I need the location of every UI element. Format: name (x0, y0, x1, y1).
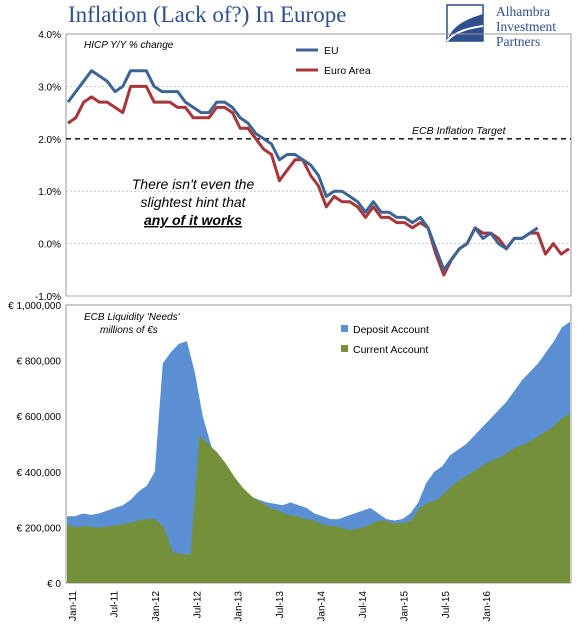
ecb-target-label: ECB Inflation Target (412, 125, 507, 137)
inflation-y-tick-label: 4.0% (38, 30, 61, 41)
legend-deposit-swatch (341, 325, 348, 332)
legend-deposit-label: Deposit Account (353, 324, 429, 336)
legend-eu-label: EU (324, 45, 339, 57)
logo-text: Alhambra Investment Partners (496, 4, 556, 49)
annotation-line-2: slightest hint that (140, 194, 246, 210)
inflation-y-tick-label: 0.0% (38, 240, 61, 251)
alhambra-logo: Alhambra Investment Partners (446, 4, 574, 49)
inflation-chart: -1.0% 0.0% 1.0% 2.0% 3.0% 4.0% HICP Y/Y % cha… (35, 30, 572, 303)
liquidity-x-tick-label: Jul-12 (192, 591, 203, 619)
liquidity-y-tick-label: € 800,000 (17, 357, 62, 368)
legend-current-label: Current Account (353, 344, 428, 356)
logo-line-1: Alhambra (496, 4, 550, 19)
liquidity-x-tick-label: Jan-13 (234, 591, 245, 622)
inflation-y-tick-label: 2.0% (38, 135, 61, 146)
legend-euro-area-label: Euro Area (324, 65, 371, 77)
liquidity-x-tick-labels: Jan-11 Jul-11 Jan-12 Jul-12 Jan-13 Jul-13 Jan-… (68, 591, 493, 622)
eu-series-line (66, 69, 539, 272)
inflation-y-tick-label: -1.0% (35, 292, 61, 303)
current-account-area (67, 413, 570, 583)
logo-line-3: Partners (496, 34, 541, 49)
liquidity-y-tick-label: € 200,000 (17, 523, 62, 534)
inflation-plot-frame (65, 33, 572, 297)
annotation-line-1: There isn't even the (132, 176, 255, 192)
liquidity-legend: Deposit Account Current Account (341, 324, 429, 356)
inflation-y-tick-labels: -1.0% 0.0% 1.0% 2.0% 3.0% 4.0% (35, 30, 61, 303)
liquidity-y-tick-label: € 600,000 (17, 412, 62, 423)
liquidity-x-tick-label: Jan-11 (68, 591, 79, 621)
liquidity-x-tick-label: Jul-15 (441, 591, 452, 619)
liquidity-x-tick-label: Jul-13 (275, 591, 286, 619)
liquidity-x-tick-label: Jan-15 (399, 591, 410, 622)
logo-line-2: Investment (496, 19, 556, 34)
liquidity-chart: € 0 € 200,000 € 400,000 € 600,000 € 800,000 €… (8, 301, 572, 622)
liquidity-y-tick-label: € 0 (47, 579, 61, 590)
inflation-gridlines (66, 86, 571, 297)
liquidity-x-tick-label: Jul-11 (109, 591, 120, 618)
chart-title: Inflation (Lack of?) In Europe (68, 2, 347, 27)
inflation-y-tick-label: 3.0% (38, 82, 61, 93)
liquidity-y-tick-labels: € 0 € 200,000 € 400,000 € 600,000 € 800,000 €… (8, 301, 61, 590)
liquidity-x-tick-label: Jul-14 (358, 591, 369, 619)
inflation-y-tick-label: 1.0% (38, 187, 61, 198)
liquidity-y-tick-label: € 1,000,000 (8, 301, 61, 312)
liquidity-areas (67, 321, 570, 583)
liquidity-subtitle-line-2: millions of €s (100, 325, 158, 336)
liquidity-subtitle-line-1: ECB Liquidity 'Needs' (84, 312, 181, 323)
inflation-series-lines (66, 69, 570, 277)
liquidity-x-tick-label: Jan-16 (482, 591, 493, 622)
liquidity-y-tick-label: € 400,000 (17, 468, 62, 479)
liquidity-x-tick-label: Jan-12 (151, 591, 162, 622)
inflation-legend: EU Euro Area (296, 45, 371, 77)
legend-current-swatch (341, 345, 348, 352)
liquidity-x-tick-label: Jan-14 (317, 591, 328, 622)
inflation-annotation: There isn't even the slightest hint that… (132, 176, 255, 228)
inflation-subtitle: HICP Y/Y % change (84, 40, 174, 51)
euro-area-series-line (67, 84, 570, 277)
annotation-line-3: any of it works (144, 212, 242, 228)
